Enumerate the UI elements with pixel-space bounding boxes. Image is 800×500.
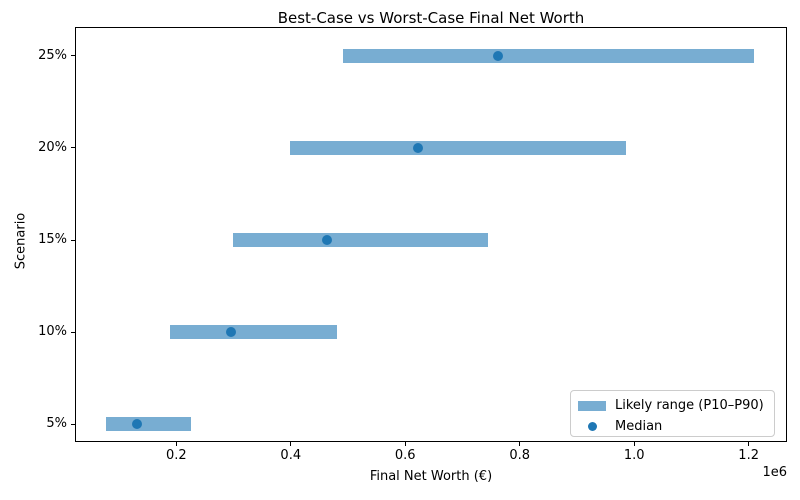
x-axis-scale-offset-label: 1e6 — [762, 465, 787, 480]
y-tick-label: 15% — [38, 232, 67, 247]
x-tick-mark — [519, 442, 521, 446]
plot-area — [75, 27, 787, 442]
median-dot — [322, 235, 333, 245]
x-tick-mark — [633, 442, 635, 446]
y-tick-mark — [71, 55, 75, 57]
x-tick-label: 1.0 — [623, 448, 645, 463]
median-dot-swatch — [587, 422, 597, 431]
y-tick-label: 10% — [38, 324, 67, 340]
y-tick-label: 20% — [38, 139, 67, 155]
legend-entry-range: Likely range (P10–P90) — [578, 395, 774, 416]
median-dot — [492, 50, 503, 61]
x-tick-mark — [175, 442, 177, 446]
median-dot — [225, 327, 236, 338]
x-tick-label: 0.6 — [394, 448, 416, 463]
x-tick-mark — [290, 442, 292, 446]
y-tick-label: 5% — [46, 416, 67, 432]
legend-median-label: Median — [615, 419, 663, 434]
x-tick-label: 0.4 — [280, 448, 302, 463]
legend-entry-median: Median — [578, 416, 774, 437]
y-tick-mark — [71, 423, 75, 425]
chart-title: Best-Case vs Worst-Case Final Net Worth — [277, 9, 585, 27]
median-dot — [413, 142, 424, 153]
range-bar — [106, 417, 191, 432]
range-bar — [232, 233, 489, 247]
x-tick-label: 0.8 — [509, 448, 531, 463]
median-dot — [132, 419, 143, 430]
legend-range-label: Likely range (P10–P90) — [615, 398, 764, 413]
y-tick-mark — [71, 239, 75, 241]
y-tick-label: 25% — [38, 47, 67, 63]
x-tick-label: 0.2 — [165, 448, 187, 463]
range-bar — [170, 325, 337, 340]
x-tick-mark — [748, 442, 750, 446]
y-tick-mark — [71, 147, 75, 149]
range-bar — [342, 48, 754, 63]
x-tick-label: 1.2 — [738, 448, 759, 463]
legend: Likely range (P10–P90) Median — [570, 390, 775, 437]
range-bar-swatch — [578, 400, 606, 411]
range-bar — [289, 140, 627, 155]
x-axis-label: Final Net Worth (€) — [369, 469, 493, 484]
x-tick-mark — [404, 442, 406, 446]
y-tick-mark — [71, 331, 75, 333]
